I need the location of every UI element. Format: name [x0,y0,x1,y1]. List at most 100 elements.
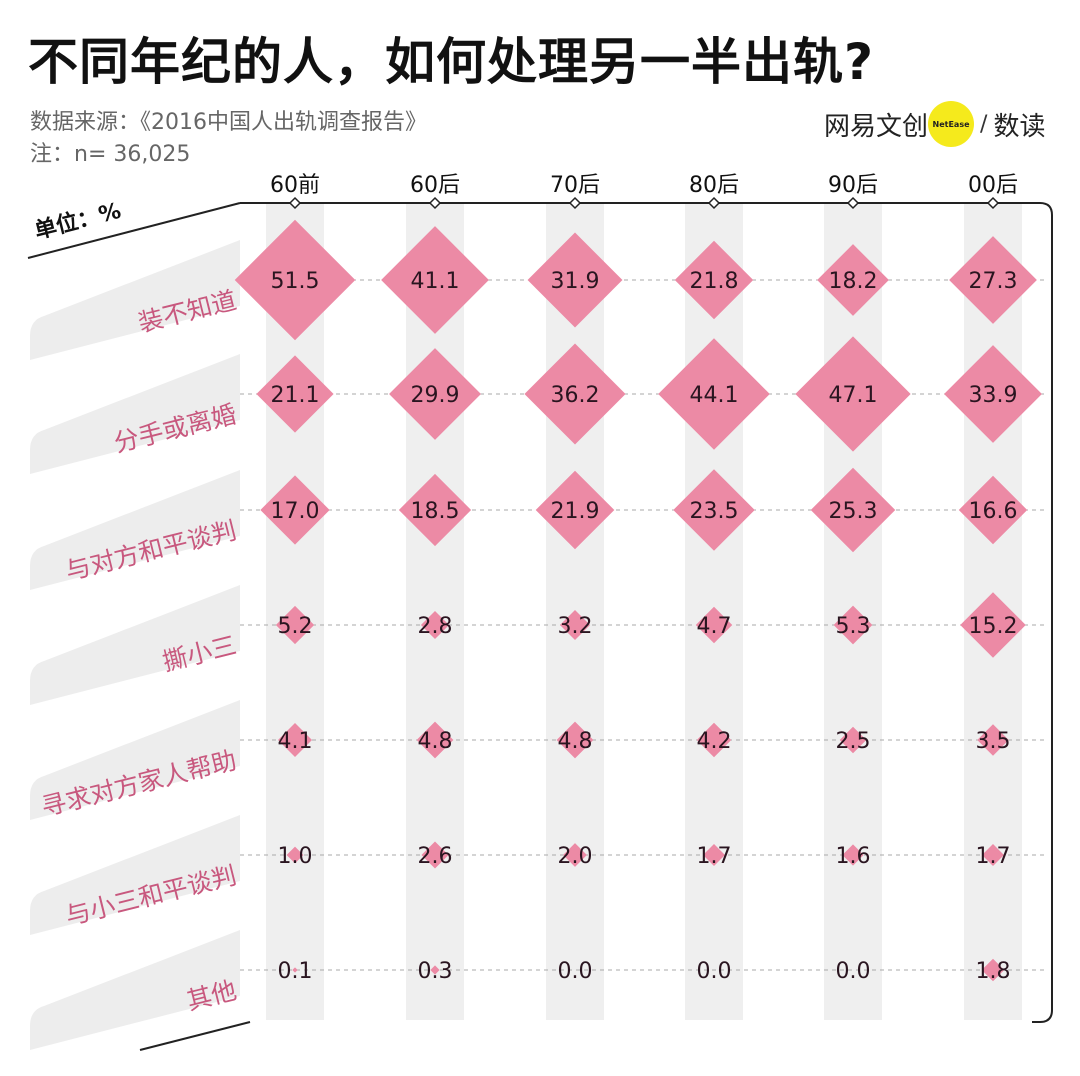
value-label: 2.5 [836,729,871,754]
diamond-mark [234,219,356,341]
column-header: 60前 [270,173,320,198]
column-tick-marker [846,196,860,210]
value-label: 18.2 [829,269,878,294]
value-label: 25.3 [829,499,878,524]
value-label: 4.7 [697,614,732,639]
diamond-mark [839,726,867,754]
diamond-mark [673,469,755,551]
row-label-band-5 [30,700,240,820]
diamond-mark [430,965,440,975]
diamond-mark [260,475,330,545]
column-header: 70后 [550,173,600,198]
value-label: 31.9 [551,269,600,294]
column-tick-marker [428,196,442,210]
value-label: 27.3 [969,269,1018,294]
value-label: 3.5 [976,729,1011,754]
logo-name-left: 网易文创 [824,111,929,142]
value-label: 36.2 [551,383,600,408]
value-label: 5.3 [836,614,871,639]
diamond-mark [703,844,725,866]
column-tick-marker [986,196,1000,210]
value-label: 1.7 [697,844,732,869]
diamond-mark [559,609,591,641]
logo-badge-text: NetEase [932,119,970,129]
diamond-mark [674,240,754,320]
value-label: 41.1 [411,269,460,294]
logo-slash: / [980,111,988,137]
row-label-band-3 [30,470,240,590]
value-label: 2.6 [418,844,453,869]
diamond-mark [381,226,489,334]
logo-name-right: 数读 [993,111,1046,142]
column-bands [266,203,1022,1020]
diamond-mark [420,610,450,640]
page-title: 不同年纪的人，如何处理另一半出轨? [28,33,875,91]
value-label: 5.2 [278,614,313,639]
value-labels: 51.5 41.1 31.9 21.8 18.2 27.3 21.1 29.9 36.2 44.1… [271,269,1018,984]
value-label: 15.2 [969,614,1018,639]
value-label: 47.1 [829,383,878,408]
value-label: 1.7 [976,844,1011,869]
diamond-mark [527,232,623,328]
value-label: 4.8 [558,729,593,754]
row-label-band-1 [30,240,240,360]
diamond-mark [421,841,449,869]
row-label-band-6 [30,815,240,935]
diamond-mark [958,475,1028,545]
diamond-mark [795,336,911,452]
diamond-mark [842,844,864,866]
bottom-divider-line [139,1021,251,1051]
value-label: 23.5 [690,499,739,524]
diamond-mark [416,721,454,759]
value-label: 17.0 [271,499,320,524]
value-label: 21.9 [551,499,600,524]
column-header: 80后 [689,173,739,198]
diamond-mark [696,722,732,758]
diamond-mark [977,724,1009,756]
diamond-mark [398,473,472,547]
value-label: 0.0 [697,959,732,984]
diamond-mark [535,470,615,550]
diamond-mark [275,605,315,645]
diamond-mark [944,345,1042,443]
diamond-mark [817,244,889,316]
column-tick-marker [288,196,302,210]
value-label: 4.2 [697,729,732,754]
value-label: 29.9 [411,383,460,408]
diamond-mark [810,467,896,553]
column-header: 90后 [828,173,878,198]
logo-badge-icon: NetEase [928,101,975,147]
diamond-mark [277,722,313,758]
sample-note: 注：n= 36,025 [30,142,191,167]
diamond-mark [981,958,1005,982]
value-label: 0.1 [278,959,313,984]
value-label: 21.1 [271,383,320,408]
value-label: 21.8 [690,269,739,294]
value-label: 3.2 [558,614,593,639]
value-label: 2.8 [418,614,453,639]
value-label: 16.6 [969,499,1018,524]
row-label-band-4 [30,585,240,705]
diamond-mark [982,844,1004,866]
value-label: 4.1 [278,729,313,754]
column-header: 00后 [968,173,1018,198]
value-label: 44.1 [690,383,739,408]
column-tick-marker [568,196,582,210]
value-label: 0.3 [418,959,453,984]
diamond-mark [658,338,770,450]
diamond-mark [960,592,1026,658]
row-label-band-7 [30,930,240,1050]
diamond-mark [292,967,298,973]
value-label: 1.8 [976,959,1011,984]
chart-frame [240,202,1053,1023]
diamond-mark [524,343,626,445]
value-label: 51.5 [271,269,320,294]
diamond-mark [556,721,594,759]
diamond-mark [695,606,733,644]
value-label: 2.0 [558,844,593,869]
diamond-mark [286,846,304,864]
diamond-marks [234,219,1042,982]
value-label: 18.5 [411,499,460,524]
diamond-mark [256,355,334,433]
